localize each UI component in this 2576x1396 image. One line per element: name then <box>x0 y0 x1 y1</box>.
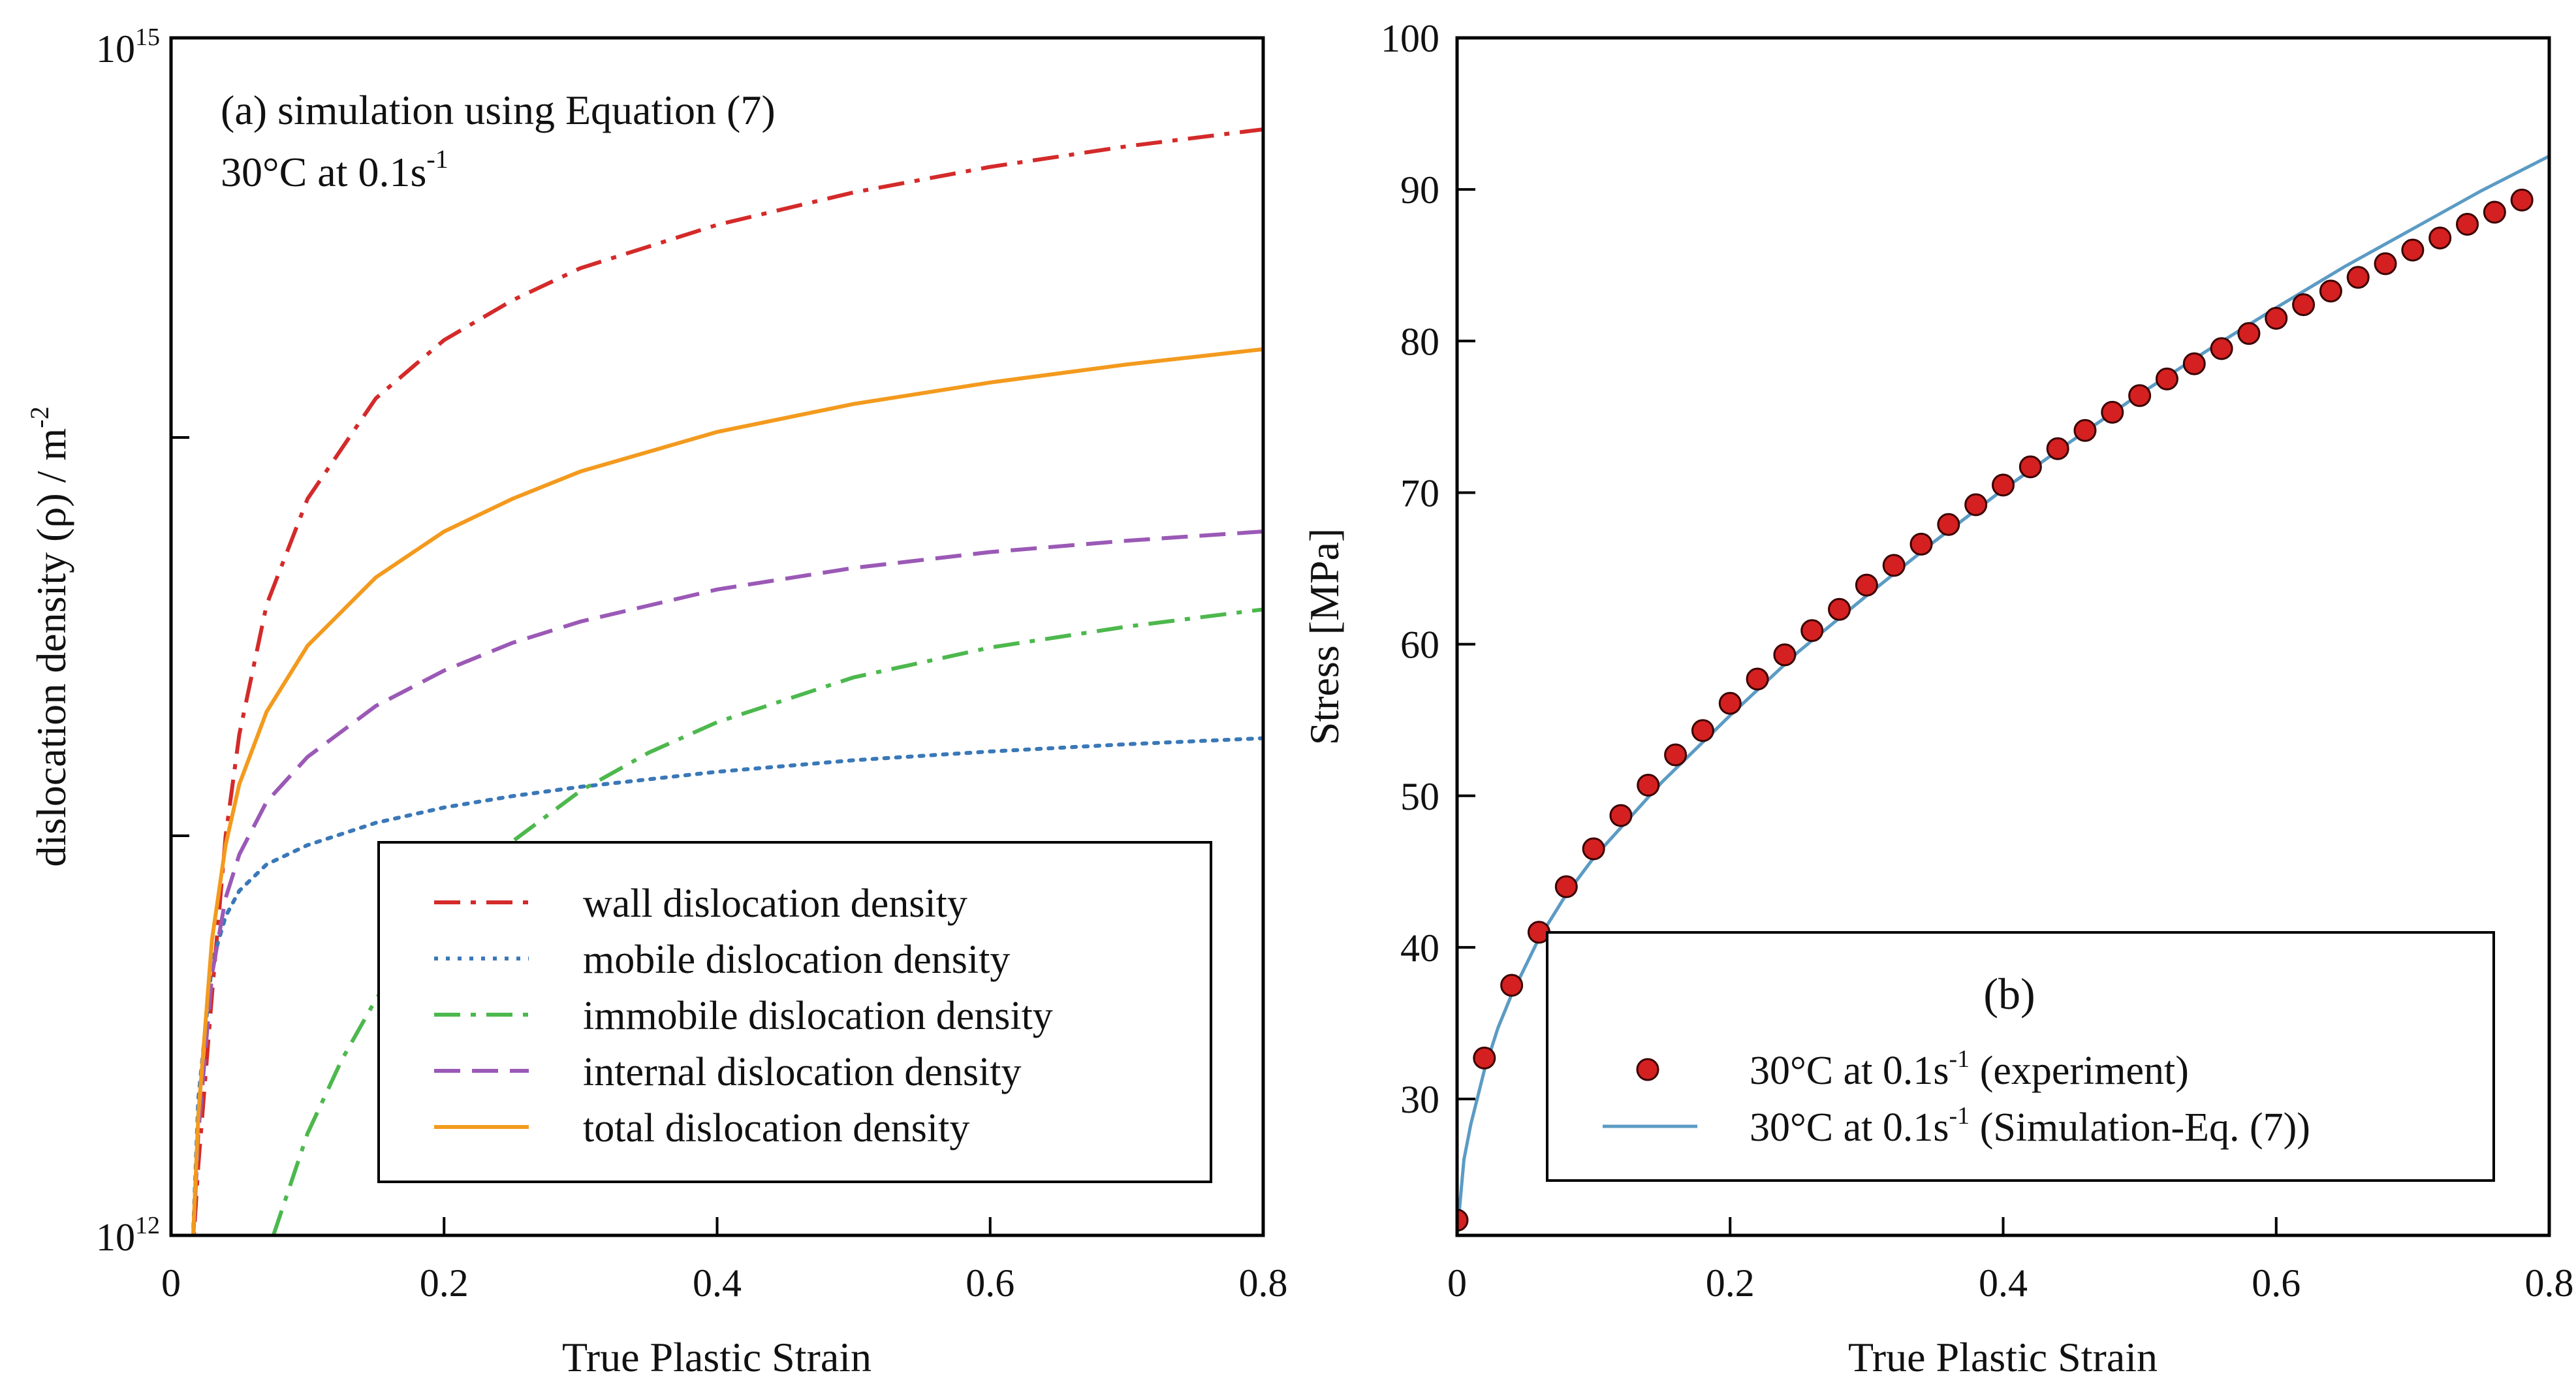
panel-b-experiment-point <box>1937 513 1960 536</box>
panel-b-experiment-point <box>2182 352 2206 375</box>
panel-b-experiment-point <box>1664 743 1688 767</box>
panel-a-xtick-label: 0.2 <box>420 1261 469 1305</box>
panel-b-experiment-point <box>1992 473 2015 497</box>
panel-a-xtick-label: 0.4 <box>693 1261 742 1305</box>
panel-b-series-group <box>1457 154 2549 1235</box>
panel-b-experiment-point <box>2128 384 2152 407</box>
panel-b-ytick-label: 100 <box>1381 17 1439 60</box>
panel-b-ytick-label: 70 <box>1400 471 1439 515</box>
panel-b-experiment-point <box>1718 691 1742 715</box>
panel-a-xtick-label: 0 <box>161 1261 181 1305</box>
panel-b-experiment-point <box>1637 774 1660 797</box>
panel-b-experiment-point <box>1800 619 1824 642</box>
panel-a-xtick-label: 0.8 <box>1239 1261 1288 1305</box>
panel-b-experiment-point <box>1773 643 1797 667</box>
panel-b-experiment-point <box>2456 213 2479 236</box>
panel-b-ytick-label: 50 <box>1400 775 1439 818</box>
panel-b-legend-marker-experiment <box>1636 1058 1659 1081</box>
panel-b-experiment-point <box>1746 667 1769 691</box>
panel-b-stress-strain: 0 0.2 0.4 0.6 0.8 30 40 50 60 70 80 90 100 True Pla… <box>1301 17 2574 1380</box>
panel-b-experiment-point <box>1582 837 1605 861</box>
panel-b-ytick-label: 60 <box>1400 624 1439 667</box>
panel-b-experiment-point <box>2292 293 2316 317</box>
panel-a-series-group <box>191 127 1263 1235</box>
panel-b-experiment-point <box>2265 306 2288 330</box>
panel-a-legend-label: mobile dislocation density <box>583 938 1010 982</box>
panel-b-legend-box <box>1546 931 2495 1182</box>
panel-a-legend: wall dislocation density mobile dislocati… <box>377 841 1212 1183</box>
panel-a-legend-label: total dislocation density <box>583 1106 969 1150</box>
panel-b-experiment-point <box>1691 719 1714 742</box>
panel-b-experiment-point <box>2483 200 2506 224</box>
panel-b-experiment-point <box>1882 554 1906 577</box>
panel-b-annotation: (b) <box>1983 969 2035 1019</box>
panel-b-y-ticks: 30 40 50 60 70 80 90 100 <box>1381 17 1475 1121</box>
panel-b-xtick-label: 0.4 <box>1979 1261 2028 1305</box>
panel-a-series-line-2 <box>191 736 1263 1235</box>
panel-a-y-axis-label: dislocation density (ρ) / m-2 <box>25 406 74 866</box>
panel-b-y-axis-label: Stress [MPa] <box>1301 528 1347 745</box>
panel-a-legend-items: wall dislocation density mobile dislocati… <box>434 881 1053 1150</box>
panel-b-x-ticks: 0 0.2 0.4 0.6 0.8 <box>1447 1217 2574 1305</box>
panel-b-experiment-point <box>2210 337 2233 360</box>
panel-b-experiment-point <box>1909 532 1933 556</box>
panel-b-xtick-label: 0.8 <box>2525 1261 2574 1305</box>
panel-a-annotation-line1: (a) simulation using Equation (7) <box>221 87 776 133</box>
panel-a-x-axis-label: True Plastic Strain <box>562 1334 872 1380</box>
panel-b-legend: (b) 30°C at 0.1s-1 (experiment) 30°C at … <box>1546 931 2495 1182</box>
panel-b-simulation-line <box>1457 154 2549 1235</box>
panel-b-experiment-point <box>2319 279 2342 303</box>
panel-a-legend-label: wall dislocation density <box>583 881 967 926</box>
panel-b-ytick-label: 30 <box>1400 1078 1439 1121</box>
panel-b-experiment-point <box>2046 437 2069 460</box>
panel-b-xtick-label: 0 <box>1447 1261 1467 1305</box>
panel-a-xtick-label: 0.6 <box>966 1261 1014 1305</box>
panel-b-experiment-point <box>1554 875 1578 898</box>
panel-b-x-axis-label: True Plastic Strain <box>1848 1334 2158 1380</box>
panel-a-legend-label: internal dislocation density <box>583 1050 1022 1094</box>
panel-b-experiment-point <box>2237 322 2261 345</box>
panel-a-series-line-4 <box>191 530 1263 1235</box>
panel-a-series-line-3 <box>271 607 1263 1235</box>
panel-b-ytick-label: 40 <box>1400 927 1439 970</box>
panel-b-ytick-label: 80 <box>1400 320 1439 363</box>
panel-a-ytick-label-1e15: 1015 <box>96 24 160 71</box>
panel-b-experiment-point <box>2101 400 2124 424</box>
panel-b-legend-label-experiment: 30°C at 0.1s-1 (experiment) <box>1750 1045 2189 1093</box>
panel-b-experiment-point <box>2510 188 2534 212</box>
panel-b-experiment-point <box>1828 597 1851 621</box>
panel-b-xtick-label: 0.2 <box>1706 1261 1755 1305</box>
panel-a-series-line-1 <box>192 127 1263 1235</box>
panel-b-experiment-point <box>1609 804 1633 827</box>
panel-b-experiment-point <box>2401 238 2425 262</box>
panel-b-experiment-point <box>1473 1046 1496 1070</box>
panel-b-xtick-label: 0.6 <box>2252 1261 2301 1305</box>
panel-a-annotation-line2: 30°C at 0.1s-1 <box>221 144 448 195</box>
panel-b-experiment-point <box>2428 226 2452 249</box>
panel-b-experiment-point <box>2018 455 2042 479</box>
panel-b-experiment-point <box>2155 367 2178 390</box>
panel-a-x-ticks: 0 0.2 0.4 0.6 0.8 <box>161 1217 1288 1305</box>
panel-b-experiment-point <box>1964 493 1988 516</box>
panel-b-experiment-point <box>2374 252 2397 276</box>
panel-b-experiment-point <box>1500 974 1524 997</box>
panel-b-legend-label-simulation: 30°C at 0.1s-1 (Simulation-Eq. (7)) <box>1750 1102 2310 1150</box>
panel-a-series-line-5 <box>191 347 1263 1235</box>
panel-a-dislocation-density: 0 0.2 0.4 0.6 0.8 1012 1015 True Plastic Str… <box>25 24 1288 1380</box>
panel-a-ytick-label-1e12: 1012 <box>96 1212 160 1259</box>
panel-a-legend-label: immobile dislocation density <box>583 994 1053 1038</box>
panel-b-experiment-point <box>2346 266 2370 289</box>
panel-b-ytick-label: 90 <box>1400 168 1439 212</box>
panel-b-experiment-point <box>2073 419 2097 442</box>
panel-b-experiment-point <box>1457 1209 1469 1232</box>
panel-b-experiment-point <box>1855 573 1878 597</box>
